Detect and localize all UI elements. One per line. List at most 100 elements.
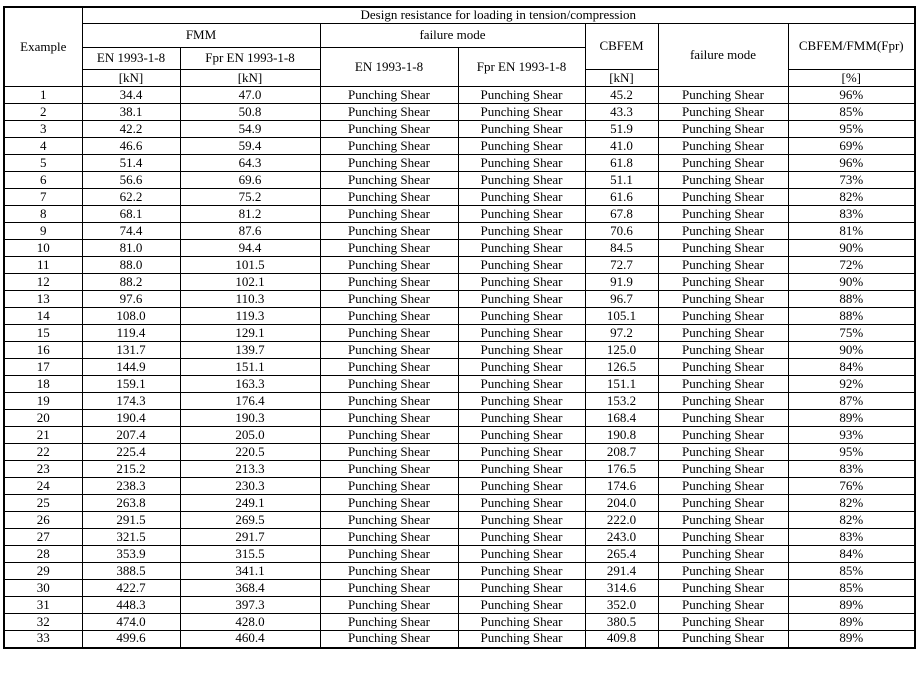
cell-example: 25 <box>3 494 83 512</box>
cell-fmm-en: 108.0 <box>81 307 181 325</box>
cell-fmm-fpr: 176.4 <box>179 392 321 410</box>
table-header: Example Design resistance for loading in… <box>3 6 916 87</box>
header-fm-en-code: EN 1993-1-8 <box>319 47 459 87</box>
table-row: 9 74.4 87.6 Punching Shear Punching Shear 70.… <box>3 222 916 240</box>
cell-example: 9 <box>3 222 83 240</box>
cell-fm-en: Punching Shear <box>319 171 459 189</box>
cell-fm-fpr: Punching Shear <box>457 324 586 342</box>
cell-fm-en: Punching Shear <box>319 562 459 580</box>
cell-cbfem: 96.7 <box>584 290 659 308</box>
cell-cbfem: 409.8 <box>584 630 659 648</box>
cell-fmm-en: 51.4 <box>81 154 181 172</box>
header-fmm: FMM <box>81 23 321 48</box>
table-row: 4 46.6 59.4 Punching Shear Punching Shear 41.… <box>3 137 916 155</box>
cell-fm-cbfem: Punching Shear <box>657 460 789 478</box>
table-row: 29 388.5 341.1 Punching Shear Punching Shear… <box>3 562 916 580</box>
cell-ratio: 83% <box>787 528 916 546</box>
cell-fmm-fpr: 341.1 <box>179 562 321 580</box>
cell-ratio: 82% <box>787 188 916 206</box>
cell-fm-fpr: Punching Shear <box>457 341 586 359</box>
cell-example: 19 <box>3 392 83 410</box>
cell-example: 15 <box>3 324 83 342</box>
cell-fmm-fpr: 94.4 <box>179 239 321 257</box>
cell-ratio: 83% <box>787 205 916 223</box>
table-row: 27 321.5 291.7 Punching Shear Punching Shear… <box>3 528 916 546</box>
cell-fm-en: Punching Shear <box>319 239 459 257</box>
cell-fmm-en: 474.0 <box>81 613 181 631</box>
cell-example: 28 <box>3 545 83 563</box>
cell-cbfem: 41.0 <box>584 137 659 155</box>
cell-fm-fpr: Punching Shear <box>457 222 586 240</box>
cell-fm-cbfem: Punching Shear <box>657 273 789 291</box>
cell-example: 20 <box>3 409 83 427</box>
table-row: 14 108.0 119.3 Punching Shear Punching Shear… <box>3 307 916 325</box>
cell-fmm-fpr: 87.6 <box>179 222 321 240</box>
cell-ratio: 96% <box>787 86 916 104</box>
table-row: 6 56.6 69.6 Punching Shear Punching Shear 51.… <box>3 171 916 189</box>
cell-fm-cbfem: Punching Shear <box>657 409 789 427</box>
table-row: 3 42.2 54.9 Punching Shear Punching Shear 51.… <box>3 120 916 138</box>
table-row: 28 353.9 315.5 Punching Shear Punching Shear… <box>3 545 916 563</box>
table-row: 11 88.0 101.5 Punching Shear Punching Shear 7… <box>3 256 916 274</box>
cell-example: 4 <box>3 137 83 155</box>
table-row: 15 119.4 129.1 Punching Shear Punching Shear… <box>3 324 916 342</box>
cell-fm-en: Punching Shear <box>319 358 459 376</box>
cell-fmm-en: 207.4 <box>81 426 181 444</box>
cell-ratio: 75% <box>787 324 916 342</box>
cell-fm-en: Punching Shear <box>319 307 459 325</box>
table-row: 13 97.6 110.3 Punching Shear Punching Shear 9… <box>3 290 916 308</box>
cell-fm-cbfem: Punching Shear <box>657 171 789 189</box>
cell-fmm-en: 174.3 <box>81 392 181 410</box>
table-row: 17 144.9 151.1 Punching Shear Punching Shear… <box>3 358 916 376</box>
header-failure-mode-cbfem: failure mode <box>657 23 789 87</box>
cell-fm-cbfem: Punching Shear <box>657 341 789 359</box>
resistance-table: Example Design resistance for loading in… <box>3 6 916 649</box>
header-ratio: CBFEM/FMM(Fpr) <box>787 23 916 70</box>
cell-fmm-en: 81.0 <box>81 239 181 257</box>
header-row-groups: FMM failure mode CBFEM failure mode CBFE… <box>4 23 916 87</box>
cell-fm-en: Punching Shear <box>319 137 459 155</box>
cell-cbfem: 151.1 <box>584 375 659 393</box>
cell-ratio: 81% <box>787 222 916 240</box>
table-row: 33 499.6 460.4 Punching Shear Punching Shear… <box>3 630 916 648</box>
cell-fm-en: Punching Shear <box>319 86 459 104</box>
cell-fm-cbfem: Punching Shear <box>657 256 789 274</box>
cell-fm-en: Punching Shear <box>319 188 459 206</box>
cell-ratio: 89% <box>787 630 916 648</box>
table-row: 10 81.0 94.4 Punching Shear Punching Shear 84… <box>3 239 916 257</box>
cell-example: 7 <box>3 188 83 206</box>
cell-fm-cbfem: Punching Shear <box>657 239 789 257</box>
cell-fm-fpr: Punching Shear <box>457 460 586 478</box>
cell-cbfem: 105.1 <box>584 307 659 325</box>
cell-cbfem: 97.2 <box>584 324 659 342</box>
cell-fmm-fpr: 213.3 <box>179 460 321 478</box>
table-row: 32 474.0 428.0 Punching Shear Punching Shear… <box>3 613 916 631</box>
cell-ratio: 92% <box>787 375 916 393</box>
cell-example: 16 <box>3 341 83 359</box>
table-row: 12 88.2 102.1 Punching Shear Punching Shear 9… <box>3 273 916 291</box>
table-row: 5 51.4 64.3 Punching Shear Punching Shear 61.… <box>3 154 916 172</box>
cell-ratio: 82% <box>787 494 916 512</box>
cell-fm-en: Punching Shear <box>319 222 459 240</box>
cell-ratio: 84% <box>787 358 916 376</box>
cell-fm-cbfem: Punching Shear <box>657 222 789 240</box>
cell-fmm-fpr: 139.7 <box>179 341 321 359</box>
cell-cbfem: 314.6 <box>584 579 659 597</box>
cell-fm-cbfem: Punching Shear <box>657 579 789 597</box>
cell-cbfem: 204.0 <box>584 494 659 512</box>
cell-fm-cbfem: Punching Shear <box>657 86 789 104</box>
cell-fm-cbfem: Punching Shear <box>657 443 789 461</box>
cell-cbfem: 84.5 <box>584 239 659 257</box>
cell-fm-fpr: Punching Shear <box>457 137 586 155</box>
cell-fmm-en: 46.6 <box>81 137 181 155</box>
cell-fm-en: Punching Shear <box>319 426 459 444</box>
cell-cbfem: 153.2 <box>584 392 659 410</box>
cell-ratio: 90% <box>787 239 916 257</box>
header-row-units: [kN] [kN] [kN] [%] <box>4 69 916 87</box>
header-row-title: Example Design resistance for loading in… <box>3 6 916 87</box>
cell-ratio: 89% <box>787 409 916 427</box>
cell-fmm-fpr: 59.4 <box>179 137 321 155</box>
table-row: 25 263.8 249.1 Punching Shear Punching Shear… <box>3 494 916 512</box>
cell-fmm-en: 291.5 <box>81 511 181 529</box>
cell-fm-en: Punching Shear <box>319 511 459 529</box>
